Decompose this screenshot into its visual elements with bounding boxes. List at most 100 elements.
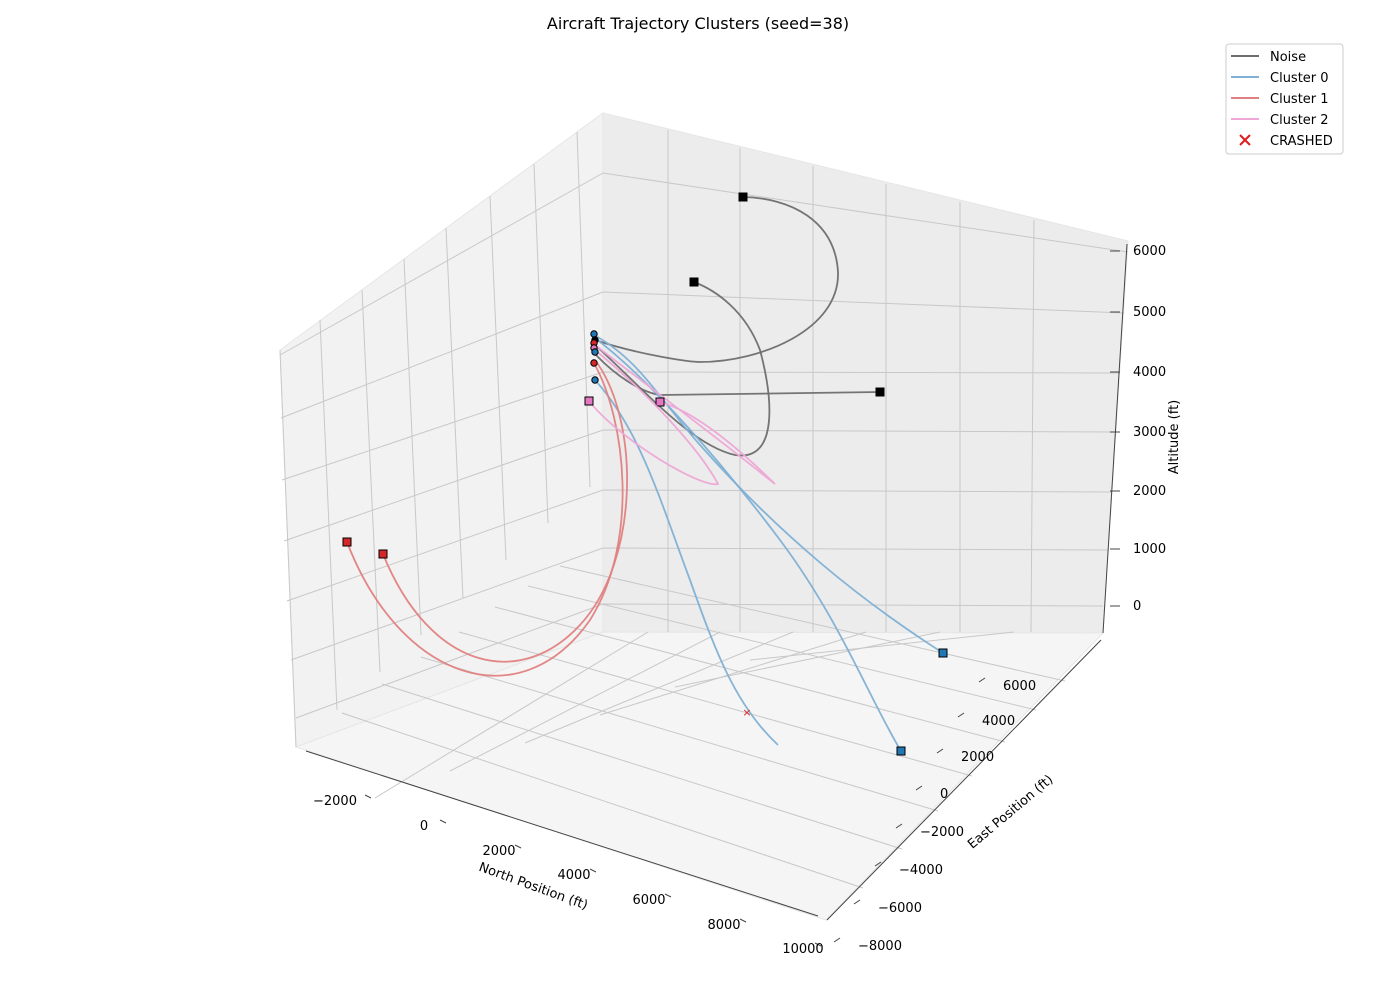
grid-floor-north [599,631,867,716]
grid-floor-east [458,631,973,777]
y-tick-label: −4000 [899,863,943,878]
x-tick-mark-6 [814,942,822,947]
y-tick-mark-5 [936,748,944,754]
z-axis-line [1102,243,1128,634]
y-tick-mark-4 [915,785,923,791]
grid-left-v [576,131,591,488]
y-tick-mark-2 [874,861,882,867]
trajectory-line-cluster-0 [594,379,779,746]
y-tick-label: 2000 [961,750,994,765]
trajectory-end-marker [896,746,906,756]
z-tick-label: 2000 [1133,484,1166,499]
x-tick-mark-5 [739,918,747,923]
legend-label-2: Cluster 1 [1270,92,1329,107]
x-tick-label: 4000 [557,868,590,883]
grid-floor-north [449,631,721,772]
z-axis-label: Altitude (ft) [1167,400,1182,475]
y-tick-mark-3 [895,823,903,829]
grid-floor-north [374,631,649,799]
grid-left-v [533,163,549,524]
trajectory-end-marker [689,277,699,287]
y-tick-mark-7 [978,677,986,683]
x-tick-label: −2000 [313,794,357,809]
x-tick-label: 2000 [482,844,515,859]
grid-floor-east [420,656,939,812]
grid-floor-east [527,585,1037,711]
grid-lines [279,130,1129,889]
x-tick-mark-3 [589,868,597,873]
y-axis-label: East Position (ft) [965,772,1056,852]
trajectory-start-marker [591,376,599,384]
y-tick-label: −2000 [920,825,964,840]
x-tick-label: 0 [420,819,428,834]
x-tick-mark-4 [664,893,672,898]
crash-marker: × [742,706,751,719]
trajectory-line-cluster-0 [593,334,944,654]
trajectory-line-noise [595,354,881,396]
x-tick-mark-1 [439,819,447,824]
trajectory-end-marker [378,549,388,559]
grid-floor-east [341,712,864,889]
chart-title: Aircraft Trajectory Clusters (seed=38) [547,14,849,33]
x-tick-mark-2 [514,844,522,849]
grid-floor-east [559,565,1066,682]
trajectory-end-marker [738,192,748,202]
grid-floor-east [494,606,1006,743]
trajectory-end-marker [655,397,665,407]
grid-left-v [489,195,507,561]
x-tick-label: 6000 [632,893,665,908]
y-tick-label: −8000 [858,939,902,954]
grid-left-v [403,258,422,636]
grid-left-v [361,289,381,673]
trajectory-end-marker [342,537,352,547]
y-axis-line [826,639,1102,921]
x-axis-line [305,750,819,917]
grid-floor-north [749,631,1015,661]
grid-z-3 [283,429,1117,542]
z-tick-label: 6000 [1133,244,1166,259]
trajectory-start-marker [591,348,599,356]
legend-label-1: Cluster 0 [1270,71,1329,86]
z-tick-label: 4000 [1133,365,1166,380]
trajectory-start-marker [590,330,598,338]
x-tick-label: 10000 [782,942,823,957]
trajectory-end-marker [875,387,885,397]
y-tick-label: 0 [940,787,948,802]
legend-crash-icon [1239,134,1251,146]
grid-left-v [279,349,297,748]
axes-lines [305,243,1128,947]
y-tick-label: 4000 [982,714,1015,729]
z-tick-label: 1000 [1133,542,1166,557]
y-tick-mark-1 [853,899,861,905]
grid-back-v [1030,219,1035,633]
y-tick-mark-6 [957,712,965,718]
x-tick-label: 8000 [707,918,740,933]
grid-z-5 [280,291,1125,419]
trajectory-end-marker [938,648,948,658]
legend-frame [1225,43,1344,155]
trajectory-line-cluster-2 [594,344,776,485]
trajectory-line-noise [594,196,839,363]
y-tick-label: −6000 [878,901,922,916]
trajectory-start-marker [590,359,598,367]
legend: Noise Cluster 0 Cluster 1 Cluster 2 CRASHED [1225,43,1344,155]
legend-label-4: CRASHED [1270,134,1333,149]
axes-panes [279,112,1129,921]
grid-floor-north [674,631,941,688]
trajectory-line-cluster-1 [382,359,628,663]
z-tick-label: 0 [1133,599,1141,614]
grid-z-6 [279,172,1129,356]
legend-label-0: Noise [1270,50,1306,65]
grid-floor-north [524,631,794,744]
trajectory-line-cluster-1 [346,364,624,677]
grid-z-2 [286,489,1113,602]
trajectory-series: × [342,192,948,756]
legend-label-3: Cluster 2 [1270,113,1329,128]
z-tick-label: 5000 [1133,305,1166,320]
grid-left-v [445,227,464,599]
trajectory-end-marker [584,396,594,406]
grid-floor-east [381,683,903,850]
z-tick-label: 3000 [1133,425,1166,440]
